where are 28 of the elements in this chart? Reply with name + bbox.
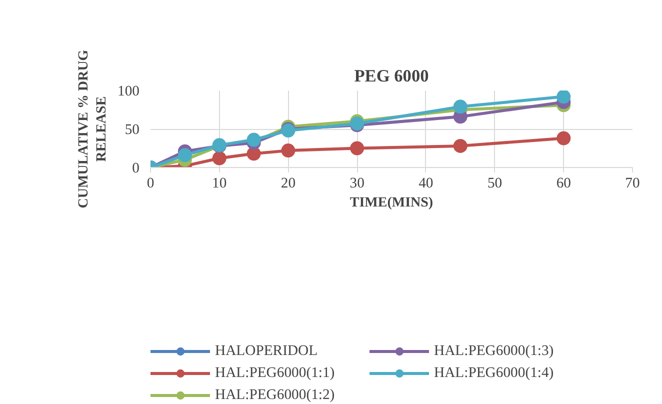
x-tick-label: 30 <box>350 176 364 192</box>
point <box>281 144 296 158</box>
point <box>556 90 571 104</box>
x-tick-label: 10 <box>212 176 227 192</box>
x-tick-label: 60 <box>556 176 571 192</box>
legend-label: HAL:PEG6000(1:3) <box>434 342 555 360</box>
y-tick-label: 50 <box>124 122 140 138</box>
x-tick-label: 70 <box>625 176 640 192</box>
point <box>453 100 468 114</box>
chart-title: PEG 6000 <box>354 66 429 86</box>
x-tick-label: 0 <box>146 176 154 192</box>
legend-label: HAL:PEG6000(1:2) <box>215 386 336 404</box>
point <box>246 132 261 147</box>
point <box>556 131 571 146</box>
point <box>212 151 226 166</box>
point <box>350 141 364 156</box>
legend-label: HAL:PEG6000(1:4) <box>434 364 555 382</box>
y-tick-label: 100 <box>118 84 140 100</box>
y-tick-label: 0 <box>132 160 140 176</box>
x-tick-label: 40 <box>418 176 434 192</box>
legend-label: HALOPERIDOL <box>215 342 319 360</box>
legend-label: HAL:PEG6000(1:1) <box>215 364 336 382</box>
point <box>178 148 192 162</box>
x-tick-label: 50 <box>487 176 502 192</box>
x-tick-label: 20 <box>280 176 296 192</box>
y-axis-title: CUMULATIVE % DRUG RELEASE <box>76 50 110 208</box>
point <box>453 138 468 153</box>
x-axis-title: TIME(MINS) <box>350 196 434 210</box>
